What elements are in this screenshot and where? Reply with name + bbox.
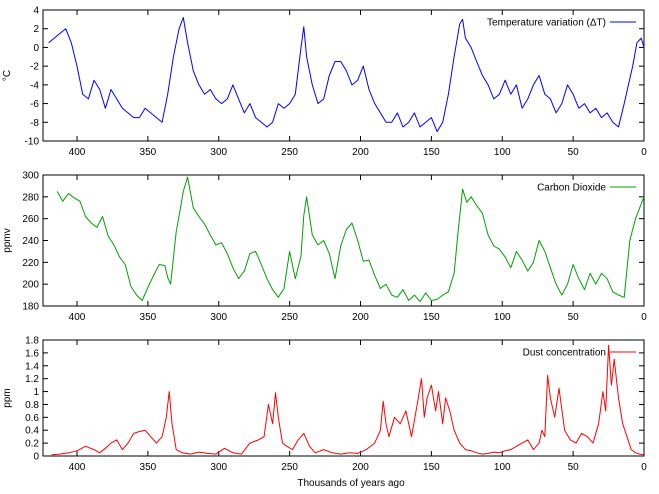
series-line [48,17,645,133]
x-tick-label: 250 [281,147,298,158]
y-tick-label: 0.6 [25,413,39,424]
x-tick-label: 400 [69,147,86,158]
x-tick-label: 300 [210,462,227,473]
y-tick-label: 0.8 [25,400,39,411]
plot-frame [42,339,645,457]
x-tick-label: 250 [281,312,298,323]
x-tick-label: 400 [69,462,86,473]
y-axis-label: ppmv [2,228,13,252]
y-tick-label: 0 [33,452,39,463]
y-axis-label: ppm [2,388,13,407]
x-tick-label: 50 [568,312,580,323]
x-tick-label: 150 [423,147,440,158]
y-tick-label: -6 [30,99,39,110]
y-tick-label: -10 [25,137,40,148]
series-line [51,344,645,456]
y-tick-label: 260 [22,214,39,225]
x-tick-label: 400 [69,312,86,323]
x-tick-label: 350 [140,462,157,473]
x-tick-label: 100 [494,462,511,473]
x-tick-label: 150 [423,312,440,323]
co2-panel: 400 350 300 250 200 150 100 50 0 180 200 220 240 260 2… [2,171,647,324]
x-tick-label: 350 [140,147,157,158]
plot-frame [42,9,645,142]
x-tick-label: 100 [494,147,511,158]
x-tick-label: 150 [423,462,440,473]
x-tick-label: 0 [641,312,647,323]
y-tick-label: 0 [33,43,39,54]
legend-label: Dust concentration [523,348,606,359]
x-tick-label: 50 [568,462,580,473]
dust-panel: 400 350 300 250 200 150 100 50 0 0 0.2 0.4 0.6 0.8 1 1.… [2,336,647,474]
y-tick-label: -8 [30,118,39,129]
legend-label: Carbon Dioxide [537,183,606,194]
x-tick-label: 250 [281,462,298,473]
legend-label: Temperature variation (ΔT) [487,18,606,29]
x-tick-label: 100 [494,312,511,323]
y-tick-label: 220 [22,258,39,269]
y-tick-label: 300 [22,171,39,182]
y-tick-label: 0.4 [25,426,39,437]
y-tick-label: 180 [22,302,39,313]
figure-xlabel: Thousands of years ago [297,478,405,489]
x-tick-label: 0 [641,462,647,473]
x-tick-label: 0 [641,147,647,158]
y-tick-label: 2 [33,24,39,35]
y-tick-label: -4 [30,80,39,91]
x-tick-label: 200 [352,462,369,473]
y-tick-label: 240 [22,236,39,247]
y-tick-label: -2 [30,62,39,73]
y-tick-label: 1.4 [25,361,39,372]
plot-frame [42,174,645,307]
temperature-panel: 400 350 300 250 200 150 100 50 0 -10 -8 -6 -4 -2 0 2 4 °C… [2,6,647,159]
x-tick-label: 50 [568,147,580,158]
x-tick-label: 300 [210,147,227,158]
y-tick-label: 1 [33,387,39,398]
y-tick-label: 280 [22,192,39,203]
x-tick-label: 200 [352,312,369,323]
y-tick-label: 1.6 [25,348,39,359]
x-tick-label: 300 [210,312,227,323]
y-tick-label: 200 [22,280,39,291]
y-tick-label: 0.2 [25,439,39,450]
series-line [56,176,645,303]
x-tick-label: 200 [352,147,369,158]
y-tick-label: 1.2 [25,374,39,385]
y-tick-label: 4 [33,6,39,17]
x-tick-label: 350 [140,312,157,323]
y-axis-label: °C [2,70,13,81]
y-tick-label: 1.8 [25,336,39,347]
